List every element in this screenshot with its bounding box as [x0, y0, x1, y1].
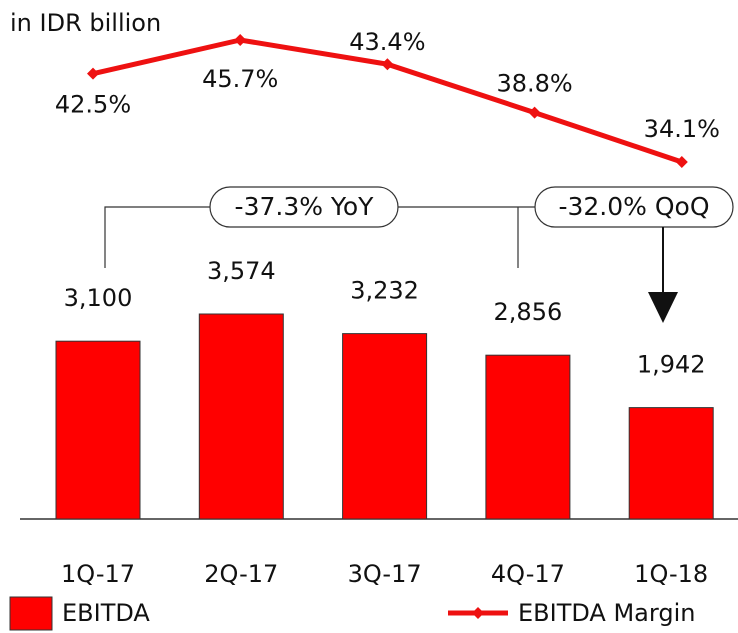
x-tick-label: 1Q-17 — [61, 560, 135, 588]
data-label: 45.7% — [202, 65, 278, 93]
yoy-box — [209, 186, 399, 228]
margin-marker — [234, 34, 247, 46]
margin-marker — [87, 67, 99, 80]
data-label: 1,942 — [637, 351, 706, 379]
bracket — [104, 206, 535, 268]
data-label: 3,232 — [350, 277, 419, 305]
bar — [485, 354, 571, 520]
x-tick-label: 2Q-17 — [204, 560, 278, 588]
data-label: 3,574 — [207, 257, 276, 285]
margin-marker — [528, 106, 541, 119]
bar — [628, 407, 714, 520]
data-label: 42.5% — [55, 91, 131, 119]
data-label: 43.4% — [349, 28, 425, 56]
bar — [55, 340, 141, 520]
margin-marker — [381, 58, 394, 71]
margin-marker — [675, 156, 688, 168]
data-label: 38.8% — [496, 70, 572, 98]
legend-label: EBITDA Margin — [518, 599, 695, 627]
arrow-head — [648, 292, 678, 323]
qoq-box — [534, 186, 734, 228]
x-tick-label: 4Q-17 — [491, 560, 565, 588]
unit-label: in IDR billion — [10, 9, 161, 37]
qoq-label: -32.0% QoQ — [558, 192, 709, 221]
bar — [198, 313, 284, 520]
data-label: 34.1% — [644, 115, 720, 143]
yoy-label: -37.3% YoY — [235, 192, 375, 221]
data-label: 3,100 — [64, 284, 133, 312]
bar — [342, 333, 428, 520]
x-tick-label: 1Q-18 — [634, 560, 708, 588]
legend-marker — [472, 607, 484, 619]
data-label: 2,856 — [494, 298, 563, 326]
legend-label: EBITDA — [62, 599, 150, 627]
legend-swatch-bar — [9, 596, 53, 631]
x-tick-label: 3Q-17 — [348, 560, 422, 588]
